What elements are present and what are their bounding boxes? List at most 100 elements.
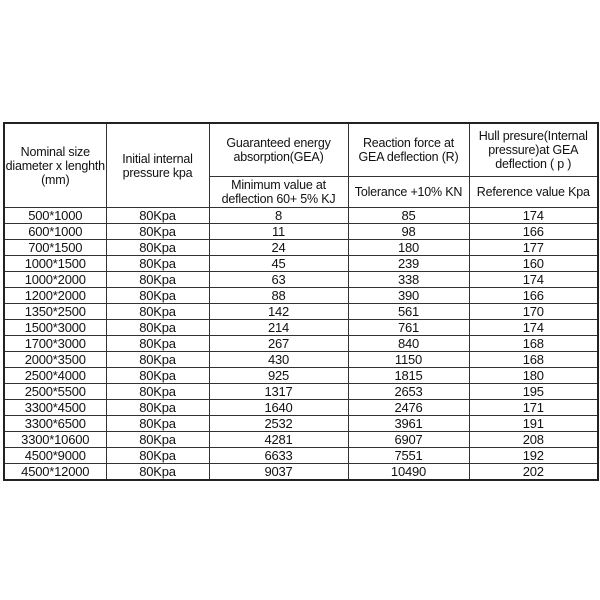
cell-initial-pressure: 80Kpa [105, 383, 210, 400]
cell-initial-pressure: 80Kpa [105, 463, 210, 481]
cell-gea: 9037 [208, 463, 349, 481]
subheader-hull-pressure: Reference value Kpa [468, 176, 599, 208]
table-row: 3300*4500 80Kpa 1640 2476 171 [3, 399, 599, 416]
header-nominal-size: Nominal size diameter x lenghth (mm) [3, 122, 107, 208]
cell-nominal-size: 1000*2000 [3, 271, 107, 288]
cell-nominal-size: 3300*10600 [3, 431, 107, 448]
cell-initial-pressure: 80Kpa [105, 207, 210, 224]
cell-gea: 4281 [208, 431, 349, 448]
cell-gea: 6633 [208, 447, 349, 464]
table-row: 1000*2000 80Kpa 63 338 174 [3, 271, 599, 288]
cell-gea: 88 [208, 287, 349, 304]
cell-nominal-size: 3300*6500 [3, 415, 107, 432]
cell-reaction-force: 6907 [347, 431, 470, 448]
cell-nominal-size: 3300*4500 [3, 399, 107, 416]
cell-initial-pressure: 80Kpa [105, 415, 210, 432]
cell-reaction-force: 390 [347, 287, 470, 304]
cell-hull-pressure: 202 [468, 463, 599, 481]
cell-gea: 214 [208, 319, 349, 336]
table-row: 500*1000 80Kpa 8 85 174 [3, 207, 599, 224]
cell-gea: 1640 [208, 399, 349, 416]
cell-gea: 430 [208, 351, 349, 368]
cell-nominal-size: 2000*3500 [3, 351, 107, 368]
cell-nominal-size: 1700*3000 [3, 335, 107, 352]
header-reaction-force: Reaction force at GEA deflection (R) [347, 122, 470, 177]
cell-hull-pressure: 195 [468, 383, 599, 400]
cell-initial-pressure: 80Kpa [105, 399, 210, 416]
table-row: 700*1500 80Kpa 24 180 177 [3, 239, 599, 256]
cell-reaction-force: 239 [347, 255, 470, 272]
cell-reaction-force: 840 [347, 335, 470, 352]
cell-gea: 267 [208, 335, 349, 352]
cell-nominal-size: 4500*12000 [3, 463, 107, 481]
cell-nominal-size: 2500*5500 [3, 383, 107, 400]
header-initial-pressure: Initial internal pressure kpa [105, 122, 210, 208]
cell-initial-pressure: 80Kpa [105, 271, 210, 288]
cell-initial-pressure: 80Kpa [105, 223, 210, 240]
table-row: 2000*3500 80Kpa 430 1150 168 [3, 351, 599, 368]
header-hull-pressure: Hull presure(Internal pressure)at GEA de… [468, 122, 599, 177]
table-row: 1200*2000 80Kpa 88 390 166 [3, 287, 599, 304]
table-row: 2500*4000 80Kpa 925 1815 180 [3, 367, 599, 384]
cell-hull-pressure: 170 [468, 303, 599, 320]
cell-reaction-force: 761 [347, 319, 470, 336]
cell-reaction-force: 338 [347, 271, 470, 288]
table-row: 1350*2500 80Kpa 142 561 170 [3, 303, 599, 320]
cell-hull-pressure: 168 [468, 335, 599, 352]
cell-hull-pressure: 174 [468, 207, 599, 224]
table-row: 1500*3000 80Kpa 214 761 174 [3, 319, 599, 336]
cell-gea: 8 [208, 207, 349, 224]
cell-initial-pressure: 80Kpa [105, 335, 210, 352]
cell-initial-pressure: 80Kpa [105, 367, 210, 384]
cell-hull-pressure: 192 [468, 447, 599, 464]
table-row: 1000*1500 80Kpa 45 239 160 [3, 255, 599, 272]
cell-hull-pressure: 171 [468, 399, 599, 416]
cell-nominal-size: 1350*2500 [3, 303, 107, 320]
cell-gea: 1317 [208, 383, 349, 400]
cell-reaction-force: 98 [347, 223, 470, 240]
cell-nominal-size: 1000*1500 [3, 255, 107, 272]
cell-initial-pressure: 80Kpa [105, 255, 210, 272]
table-row: 600*1000 80Kpa 11 98 166 [3, 223, 599, 240]
cell-initial-pressure: 80Kpa [105, 287, 210, 304]
specification-table: Nominal size diameter x lenghth (mm) Ini… [3, 122, 599, 481]
cell-nominal-size: 500*1000 [3, 207, 107, 224]
table-row: 2500*5500 80Kpa 1317 2653 195 [3, 383, 599, 400]
header-gea: Guaranteed energy absorption(GEA) [208, 122, 349, 177]
table-row: 3300*6500 80Kpa 2532 3961 191 [3, 415, 599, 432]
cell-nominal-size: 600*1000 [3, 223, 107, 240]
cell-gea: 45 [208, 255, 349, 272]
cell-hull-pressure: 174 [468, 319, 599, 336]
cell-hull-pressure: 166 [468, 223, 599, 240]
subheader-gea: Minimum value at deflection 60+ 5% KJ [208, 176, 349, 208]
table-row: 4500*12000 80Kpa 9037 10490 202 [3, 463, 599, 481]
cell-gea: 925 [208, 367, 349, 384]
cell-initial-pressure: 80Kpa [105, 239, 210, 256]
cell-gea: 2532 [208, 415, 349, 432]
cell-nominal-size: 1200*2000 [3, 287, 107, 304]
cell-initial-pressure: 80Kpa [105, 351, 210, 368]
cell-reaction-force: 2653 [347, 383, 470, 400]
cell-hull-pressure: 166 [468, 287, 599, 304]
cell-nominal-size: 4500*9000 [3, 447, 107, 464]
cell-hull-pressure: 191 [468, 415, 599, 432]
cell-reaction-force: 1150 [347, 351, 470, 368]
cell-gea: 11 [208, 223, 349, 240]
cell-hull-pressure: 168 [468, 351, 599, 368]
cell-hull-pressure: 177 [468, 239, 599, 256]
cell-gea: 142 [208, 303, 349, 320]
cell-reaction-force: 561 [347, 303, 470, 320]
cell-reaction-force: 2476 [347, 399, 470, 416]
table-row: 1700*3000 80Kpa 267 840 168 [3, 335, 599, 352]
cell-hull-pressure: 208 [468, 431, 599, 448]
cell-reaction-force: 10490 [347, 463, 470, 481]
cell-nominal-size: 700*1500 [3, 239, 107, 256]
cell-reaction-force: 85 [347, 207, 470, 224]
cell-nominal-size: 1500*3000 [3, 319, 107, 336]
cell-reaction-force: 7551 [347, 447, 470, 464]
cell-hull-pressure: 160 [468, 255, 599, 272]
cell-reaction-force: 1815 [347, 367, 470, 384]
cell-initial-pressure: 80Kpa [105, 447, 210, 464]
cell-gea: 63 [208, 271, 349, 288]
cell-reaction-force: 3961 [347, 415, 470, 432]
